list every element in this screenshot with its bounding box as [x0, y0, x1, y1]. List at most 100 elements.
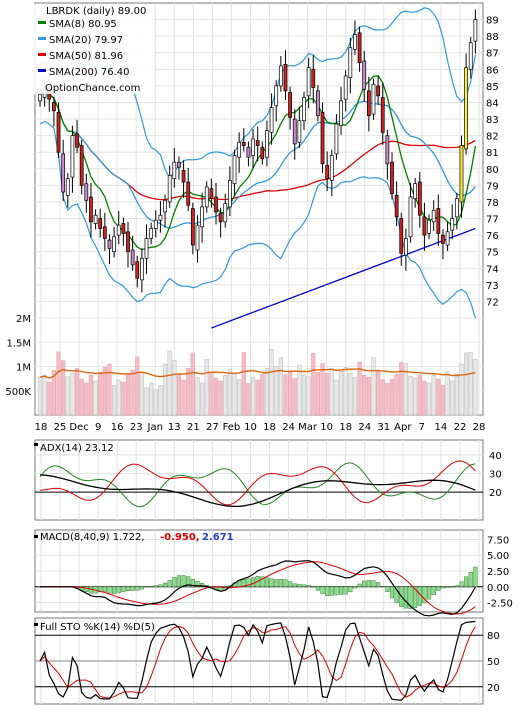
ticker-label: LBRDK (daily) 89.00	[46, 6, 146, 17]
candle-body	[329, 155, 334, 181]
volume-bar	[417, 374, 422, 416]
volume-bar	[153, 389, 158, 416]
candle-body	[107, 239, 112, 249]
volume-bar	[116, 379, 121, 416]
price-tick-label: 76	[486, 231, 499, 242]
macd-histogram-bar	[167, 580, 172, 587]
price-tick-label: 88	[486, 32, 499, 43]
macd-histogram-bar	[366, 580, 371, 587]
price-tick-label: 81	[486, 148, 499, 159]
candle-body	[79, 145, 84, 186]
volume-bar	[209, 371, 214, 416]
legend: LBRDK (daily) 89.00 SMA(8) 80.95 SMA(20)…	[34, 4, 154, 94]
candle-body	[348, 47, 353, 78]
macd-histogram-bar	[403, 586, 408, 609]
candle-body	[228, 180, 232, 208]
watermark: OptionChance.com	[45, 83, 140, 94]
candle-body	[116, 224, 121, 236]
volume-bar	[37, 376, 43, 416]
candle-body	[209, 188, 214, 199]
volume-bar	[343, 367, 348, 416]
macd-tick-label: 2.50	[487, 567, 509, 578]
volume-bar	[149, 382, 154, 416]
macd-histogram-bar	[297, 583, 302, 587]
macd-histogram-bar	[352, 586, 357, 589]
date-tick-label: 22	[454, 422, 467, 433]
candle-body	[190, 208, 195, 246]
candle-body	[144, 238, 149, 259]
date-tick-label: 23	[130, 422, 143, 433]
candle-body	[112, 236, 116, 253]
macd-histogram-bar	[357, 583, 362, 587]
volume-bar	[186, 368, 191, 416]
macd-histogram-bar	[162, 582, 168, 587]
adx-header: ADX(14) 23.12	[34, 443, 114, 454]
candle-body	[380, 97, 385, 133]
candle-body	[84, 183, 89, 201]
candle-body	[441, 234, 445, 244]
candle-body	[320, 112, 325, 165]
volume-bar	[125, 374, 131, 416]
sma200-line	[211, 227, 476, 329]
date-tick-label: 21	[187, 422, 200, 433]
macd-histogram-bar	[320, 586, 325, 594]
macd-header: MACD(8,40,9) 1.722, -0.950, 2.671	[34, 532, 234, 543]
candle-body	[186, 181, 191, 206]
macd-histogram-bar	[339, 586, 344, 595]
candle-body	[130, 249, 135, 266]
candle-body	[325, 165, 330, 180]
date-tick-label: 16	[111, 422, 124, 433]
macd-histogram-bar	[445, 586, 450, 588]
volume-bar	[246, 383, 251, 416]
volume-bar	[348, 373, 353, 416]
volume-bar	[431, 374, 436, 416]
macd-histogram-bar	[130, 586, 135, 591]
legend-swatch-sma200	[38, 69, 46, 72]
date-tick-label: 14	[435, 422, 448, 433]
adx-line	[39, 474, 476, 508]
macd-histogram-bar	[200, 583, 205, 587]
volume-bar	[158, 385, 163, 416]
candle-body	[454, 198, 459, 218]
volume-bar	[440, 385, 446, 416]
macd-tick-label: -2.50	[487, 599, 513, 610]
candle-body	[251, 138, 255, 156]
volume-bar	[408, 375, 413, 416]
volume-bar	[283, 374, 288, 416]
sto-k-line	[39, 620, 476, 702]
macd-histogram-bar	[311, 586, 316, 588]
volume-bar	[376, 371, 381, 416]
macd-histogram-bar	[195, 581, 200, 587]
macd-histogram-bar	[292, 583, 297, 587]
macd-histogram-bar	[283, 579, 288, 587]
volume-bar	[93, 380, 98, 416]
macd-histogram-bar	[172, 577, 177, 587]
volume-average-line	[39, 368, 476, 379]
volume-bar	[139, 372, 144, 416]
volume-bar	[385, 383, 390, 416]
macd-histogram-bar	[389, 586, 395, 599]
volume-bar	[42, 374, 47, 416]
volume-tick-label: 1.5M	[6, 338, 31, 349]
volume-bar	[135, 356, 140, 416]
macd-histogram-bar	[274, 579, 279, 587]
volume-bar	[292, 377, 297, 416]
volume-bar	[459, 363, 464, 416]
candle-body	[241, 141, 246, 146]
candle-body	[431, 209, 436, 223]
date-tick-label: Apr	[394, 422, 412, 433]
candle-body	[278, 65, 283, 87]
volume-bar	[301, 374, 307, 416]
adx-label: ADX(14) 23.12	[40, 443, 114, 454]
volume-bar	[306, 376, 311, 416]
price-tick-label: 87	[486, 49, 499, 60]
macd-histogram-bar	[459, 581, 464, 587]
candle-body	[459, 145, 464, 203]
volume-bar	[218, 380, 223, 416]
candle-body	[38, 93, 42, 102]
volume-bar	[204, 358, 209, 416]
macd-histogram-bar	[88, 586, 93, 594]
date-tick-label: 31	[377, 422, 390, 433]
volume-bar	[464, 352, 469, 416]
volume-bar	[79, 378, 84, 416]
